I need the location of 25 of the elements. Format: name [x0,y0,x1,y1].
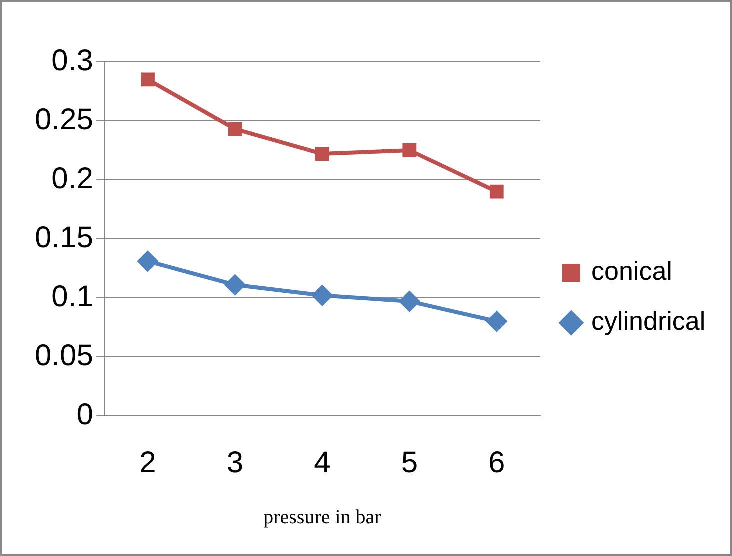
legend-label: conical [592,256,672,286]
y-tick-label: 0.3 [52,44,94,78]
point [315,147,330,161]
point [402,144,417,158]
point [490,184,504,199]
y-tick-label: 0.1 [52,280,94,314]
legend-label: cylindrical [592,306,706,336]
y-tick-label: 0 [76,398,94,432]
point [228,122,242,136]
point [312,286,332,306]
y-tick-label: 0.05 [35,339,94,372]
x-tick-label: 6 [488,446,506,480]
point [225,275,246,296]
x-tick-label: 5 [401,446,418,480]
y-tick-label: 0.2 [52,162,94,196]
y-tick-label: 0.25 [35,103,94,136]
x-tick-label: 2 [140,446,156,480]
point [141,72,155,87]
x-axis-title: pressure in bar [264,506,382,528]
x-tick-label: 4 [314,446,331,480]
point [400,292,420,312]
x-tick-label: 3 [226,446,244,480]
y-tick-label: 0.15 [35,221,94,254]
point [486,312,507,332]
point [138,251,158,272]
